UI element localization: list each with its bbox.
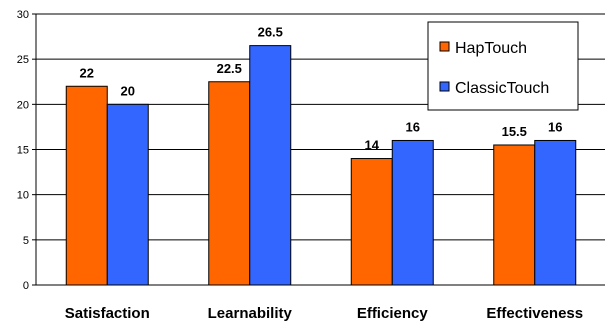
legend-swatch-classictouch <box>439 81 450 92</box>
bar-haptouch-effectiveness <box>493 144 536 286</box>
bar-haptouch-satisfaction <box>65 85 108 286</box>
data-label: 16 <box>548 119 562 134</box>
bar-haptouch-learnability <box>208 81 251 286</box>
y-tick-label: 10 <box>17 190 29 202</box>
x-category-label: Effectiveness <box>486 305 583 322</box>
data-label: 15.5 <box>502 124 527 139</box>
legend-box <box>427 21 579 111</box>
y-tick-label: 30 <box>17 9 29 21</box>
bar-classictouch-satisfaction <box>106 103 149 286</box>
legend-label-haptouch: HapTouch <box>455 40 527 57</box>
bars <box>65 45 577 286</box>
data-label: 26.5 <box>258 25 283 40</box>
y-tick-label: 0 <box>23 280 29 292</box>
y-tick-label: 25 <box>17 54 29 66</box>
y-tick-label: 15 <box>17 145 29 157</box>
data-label: 22 <box>80 65 94 80</box>
legend-label-classictouch: ClassicTouch <box>455 80 549 97</box>
data-label: 16 <box>406 119 420 134</box>
y-tick-label: 5 <box>23 235 29 247</box>
x-category-label: Efficiency <box>357 305 429 322</box>
bar-classictouch-learnability <box>249 45 292 286</box>
legend: HapTouch ClassicTouch <box>427 21 579 111</box>
data-label: 20 <box>121 83 135 98</box>
axes: 0 5 10 15 20 25 30 Satisfaction Learnability Effi… <box>17 9 605 322</box>
x-category-label: Satisfaction <box>65 305 150 322</box>
y-tick-label: 20 <box>17 99 29 111</box>
bar-haptouch-efficiency <box>350 158 393 286</box>
bar-classictouch-effectiveness <box>534 139 577 286</box>
legend-swatch-haptouch <box>439 41 450 52</box>
x-category-label: Learnability <box>208 305 293 322</box>
bar-classictouch-efficiency <box>391 139 434 286</box>
data-label: 14 <box>365 138 380 153</box>
data-labels: 22 20 22.5 26.5 14 16 15.5 16 <box>80 25 563 153</box>
data-label: 22.5 <box>217 61 242 76</box>
